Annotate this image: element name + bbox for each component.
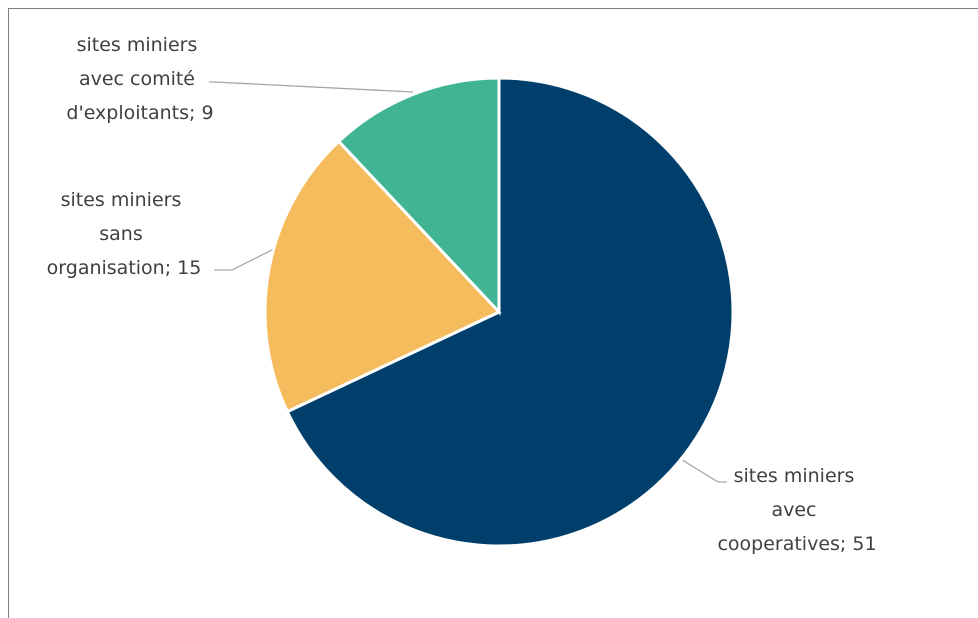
slice-cooperatives bbox=[285, 76, 735, 548]
leader-line-sans-organisation bbox=[214, 249, 273, 271]
leader-line-comite-exploitants bbox=[209, 81, 414, 93]
leader-lines bbox=[209, 81, 727, 483]
pie-slices bbox=[263, 76, 735, 548]
slice-label-sans-organisation: sites miniers sans organisation; 15 bbox=[47, 189, 202, 279]
slice-label-comite-exploitants: sites miniers avec comité d'exploitants;… bbox=[66, 34, 213, 124]
slice-sans-organisation bbox=[263, 139, 502, 414]
slice-label-cooperatives: sites miniers avec cooperatives; 51 bbox=[717, 465, 876, 555]
slice-comite-exploitants bbox=[336, 76, 501, 316]
leader-line-cooperatives bbox=[682, 459, 727, 483]
